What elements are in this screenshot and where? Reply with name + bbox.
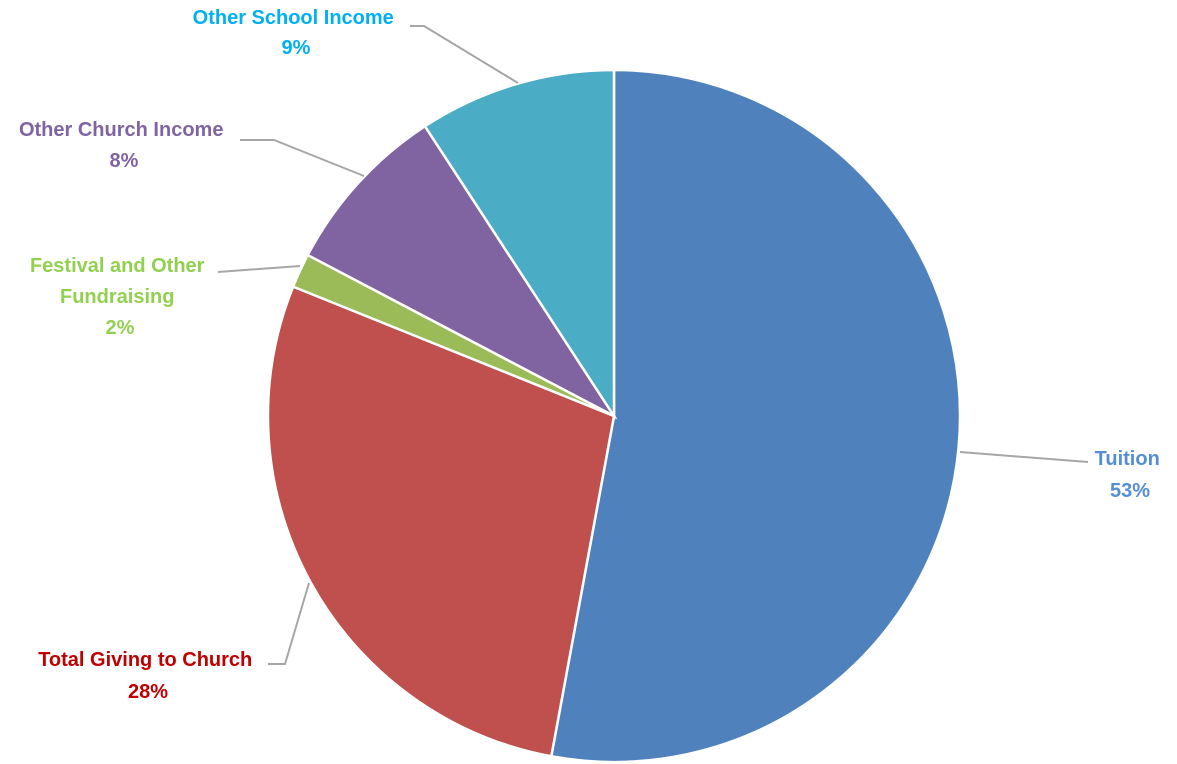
label-other-school-pct: 9%: [282, 37, 311, 59]
label-other-school: Other School Income 9%: [193, 7, 400, 59]
pie-slice-other-school-income: [423, 68, 616, 421]
leader-line-tuition: [959, 451, 1089, 463]
leader-line-total-giving: [268, 582, 310, 665]
label-total-giving: Total Giving to Church 28%: [38, 649, 258, 703]
label-other-church: Other Church Income 8%: [19, 119, 229, 172]
label-tuition: Tuition 53%: [1095, 448, 1166, 502]
label-tuition-pct: 53%: [1110, 480, 1150, 502]
pie-slice-total-giving-to-church: [266, 284, 616, 758]
label-other-church-pct: 8%: [110, 150, 139, 172]
pie-slice-other-church-income: [306, 124, 618, 420]
pie-slices: [266, 68, 962, 764]
leader-line-other-church: [240, 139, 365, 177]
pie-slice-tuition: [549, 68, 962, 764]
label-festival-name-line2: Fundraising: [60, 286, 174, 308]
label-total-giving-pct: 28%: [128, 681, 168, 703]
label-festival-name-line1: Festival and Other: [30, 255, 205, 277]
data-labels: Tuition 53% Total Giving to Church 28% F…: [19, 7, 1166, 703]
label-total-giving-name: Total Giving to Church: [38, 649, 252, 671]
label-other-school-name: Other School Income: [193, 7, 394, 29]
leader-lines: [217, 25, 1089, 665]
leader-line-other-school: [410, 25, 519, 84]
label-other-church-name: Other Church Income: [19, 119, 223, 141]
label-festival: Festival and Other Fundraising 2%: [30, 255, 210, 339]
label-festival-pct: 2%: [106, 317, 135, 339]
leader-line-festival: [217, 265, 301, 273]
label-tuition-name: Tuition: [1095, 448, 1160, 470]
